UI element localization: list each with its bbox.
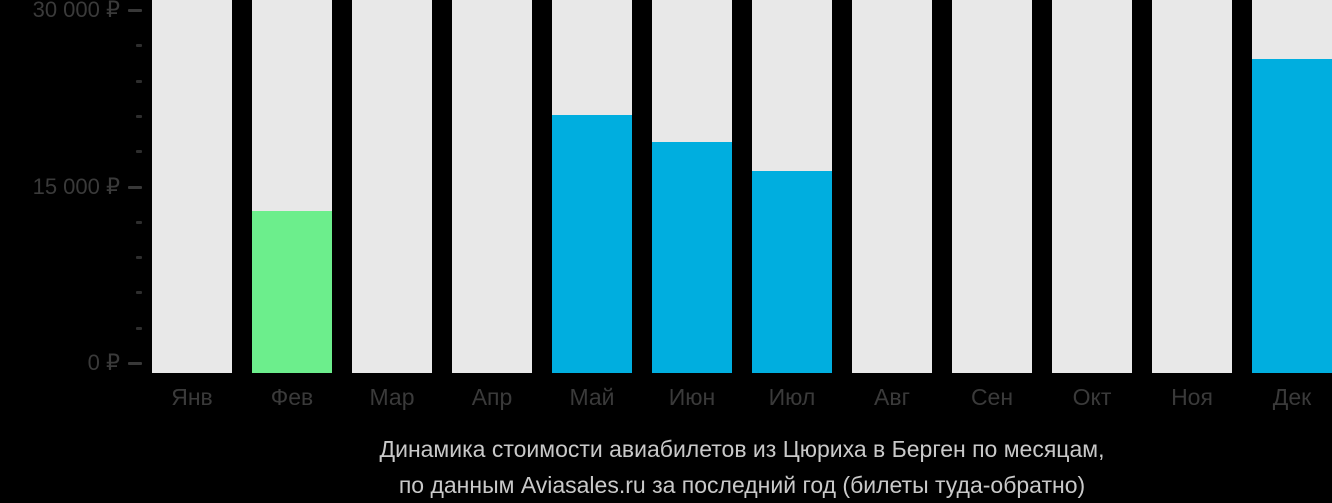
x-axis-month-label-6: Июн [668,384,716,410]
bar-column-6 [652,0,732,373]
bar-column-11 [1152,0,1232,373]
chart-title: Динамика стоимости авиабилетов из Цюриха… [379,436,1105,462]
y-axis-major-tick [128,362,142,365]
bar-column-1 [152,0,232,373]
x-axis-month-label-3: Мар [369,384,415,410]
x-axis-month-label-1: Янв [171,384,213,410]
y-axis-minor-tick [136,326,142,330]
x-axis-month-label-9: Сен [970,384,1014,410]
bar-column-3 [352,0,432,373]
bar-column-10 [1052,0,1132,373]
price-bar-5 [552,115,632,373]
price-bar-2 [252,211,332,373]
x-axis-month-label-4: Апр [471,384,513,410]
x-axis-month-label-7: Июл [768,384,816,410]
x-axis-month-label-10: Окт [1072,384,1112,410]
y-axis-minor-tick [136,79,142,83]
price-bar-7 [752,171,832,373]
bar-column-2 [252,0,332,373]
bar-column-12 [1252,0,1332,373]
bar-column-7 [752,0,832,373]
y-axis-minor-tick [136,220,142,224]
y-axis-minor-tick [136,150,142,154]
x-axis-month-label-5: Май [569,384,615,410]
bar-column-5 [552,0,632,373]
y-axis-major-tick [128,185,142,189]
y-axis-tick-label: 0 ₽ [87,350,120,375]
price-bar-12 [1252,59,1332,373]
x-axis-month-label-2: Фев [270,384,314,410]
chart-caption: Динамика стоимости авиабилетов из Цюриха… [152,431,1332,503]
y-axis-minor-tick [136,256,142,260]
price-bar-6 [652,142,732,373]
y-axis-minor-tick [136,291,142,295]
bar-column-9 [952,0,1032,373]
chart-subtitle: по данным Aviasales.ru за последний год … [398,472,1086,498]
x-axis-month-label-11: Ноя [1171,384,1213,410]
y-axis-major-tick [128,9,142,12]
x-axis-month-label-12: Дек [1272,384,1312,410]
y-axis-minor-tick [136,44,142,48]
y-axis-tick-label: 30 000 ₽ [32,0,120,22]
y-axis-minor-tick [136,114,142,118]
bar-column-4 [452,0,532,373]
bar-column-8 [852,0,932,373]
y-axis-tick-label: 15 000 ₽ [32,173,120,199]
x-axis-month-label-8: Авг [874,384,910,410]
